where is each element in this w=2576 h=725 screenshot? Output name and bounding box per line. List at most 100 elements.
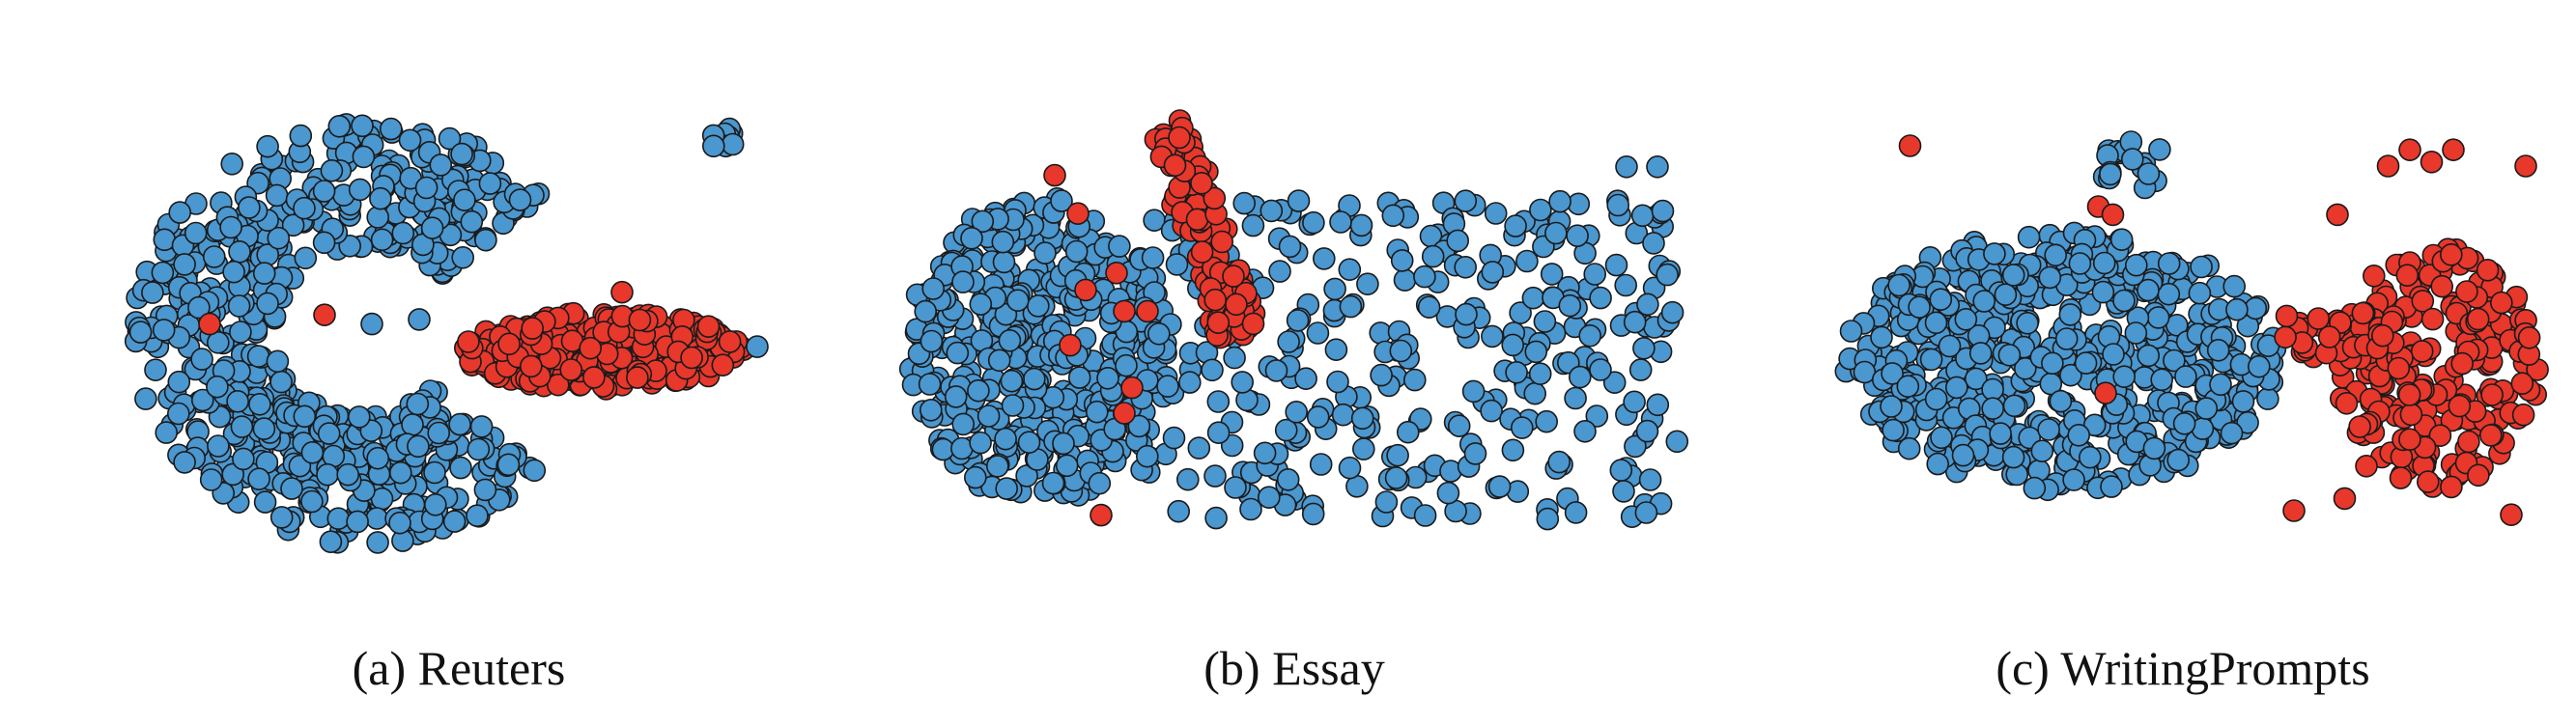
scatter-point [1023,367,1046,391]
scatter-point [1120,376,1144,400]
scatter-point [1536,507,1560,531]
scatter-point [1177,371,1202,394]
scatter-point [2038,265,2062,290]
scatter-point [1623,390,1646,414]
scatter-point [219,215,242,239]
scatter-point [914,299,938,323]
scatter-point [1480,399,1503,423]
scatter-point [1413,265,1436,289]
scatter-point [1413,504,1437,527]
scatter-point [2511,403,2535,427]
scatter-point [1897,436,1921,460]
scatter-point [1396,420,1420,444]
scatter-point [1994,283,2018,307]
scatter-point [206,375,229,399]
scatter-point [423,492,447,516]
scatter-point [2236,410,2259,434]
scatter-point [401,413,424,436]
scatter-point [977,404,1001,428]
scatter-point [2478,424,2503,447]
scatter-point [2137,278,2160,302]
scatter-point [1656,263,1680,287]
scatter-point [1113,299,1136,323]
scatter-point [366,446,390,470]
scatter-point [987,349,1011,373]
scatter-point [2112,289,2136,313]
scatter-point [226,389,249,413]
scatter-point [230,415,254,438]
scatter-point [2351,301,2375,325]
scatter-point [1651,199,1675,223]
scatter-point [1636,293,1659,317]
scatter-point [407,434,430,459]
scatter-point [134,387,157,410]
scatter-point [429,153,453,177]
caption-essay: (b) Essay [1203,641,1385,695]
scatter-point [151,261,175,285]
scatter-point [2037,418,2060,441]
scatter-point [1268,260,1291,283]
scatter-point [1206,390,1231,413]
scatter-point [1050,189,1073,212]
scatter-point [1609,459,1633,482]
scatter-point [451,245,475,269]
scatter-point [2282,499,2306,522]
scatter-point [1203,186,1227,210]
scatter-point [1585,404,1609,428]
scatter-point [1501,333,1525,357]
scatter-point [229,321,252,344]
scatter-point [2163,349,2186,373]
scatter-point [2420,307,2445,331]
scatter-point [2348,415,2371,438]
scatter-point [1558,293,1582,318]
scatter-point [1141,246,1165,269]
scatter-point [167,370,191,394]
scatter-point [1954,307,1978,331]
scatter-point [152,319,176,342]
scatter-point [1614,273,1638,297]
scatter-point [1638,468,1662,491]
scatter-point [1402,368,1427,392]
scatter-point [369,186,392,210]
scatter-point [1981,377,2004,402]
scatter-point [1965,367,1988,391]
scatter-point [1059,333,1082,357]
scatter-point [951,270,975,293]
scatter-point [1983,242,2006,265]
scatter-point [312,180,336,203]
scatter-point [2466,307,2490,331]
scatter-point [964,465,987,489]
scatter-point [203,245,226,268]
scatter-point [256,134,279,158]
scatter-point [1628,358,1653,381]
scatter-point [2399,403,2423,427]
scatter-point [1167,499,1191,523]
scatter-point [2440,475,2463,499]
scatter-point [1381,204,1405,228]
scatter-point [1544,221,1568,245]
scatter-point [992,250,1016,274]
scatter-point [2457,430,2480,454]
scatter-point [579,336,603,360]
scatter-point [1190,172,1213,195]
scatter-point [2150,368,2174,392]
scatter-point [1930,426,1953,450]
scatter-point [1374,490,1399,514]
scatter-point [1504,214,1527,237]
scatter-point [316,462,339,487]
scatter-point [2317,325,2341,349]
scatter-point [352,145,376,169]
scatter-point [248,392,271,416]
scatter-point [680,346,703,370]
scatter-point [1224,476,1247,499]
scatter-point [1301,502,1325,526]
scatter-point [2044,243,2068,267]
scatter-point [1033,241,1057,265]
scatter-point [370,228,394,252]
scatter-point [1938,334,1962,358]
scatter-point [1908,295,1931,320]
scatter-point [2467,463,2490,488]
scatter-point [2049,389,2073,413]
panel-essay: (b) Essay [889,0,1700,725]
